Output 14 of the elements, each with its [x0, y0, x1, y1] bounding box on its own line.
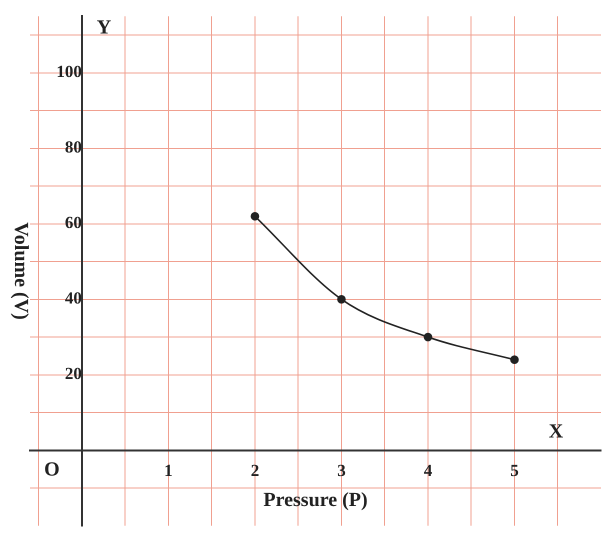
- annotation: O: [44, 458, 60, 480]
- x-tick-label: 5: [510, 460, 519, 480]
- x-tick-label: 4: [424, 460, 433, 480]
- x-tick-label: 1: [164, 460, 173, 480]
- point: [337, 295, 346, 304]
- point: [424, 332, 432, 342]
- point: [250, 212, 260, 221]
- annotation: Y: [96, 16, 112, 38]
- x-axis-title: Pressure (P): [263, 488, 368, 511]
- x-tick-label: 3: [337, 460, 346, 480]
- point: [510, 355, 519, 364]
- y-axis-title: Volume (V): [10, 222, 32, 320]
- annotation: X: [548, 420, 564, 442]
- x-tick-label: 2: [250, 460, 260, 480]
